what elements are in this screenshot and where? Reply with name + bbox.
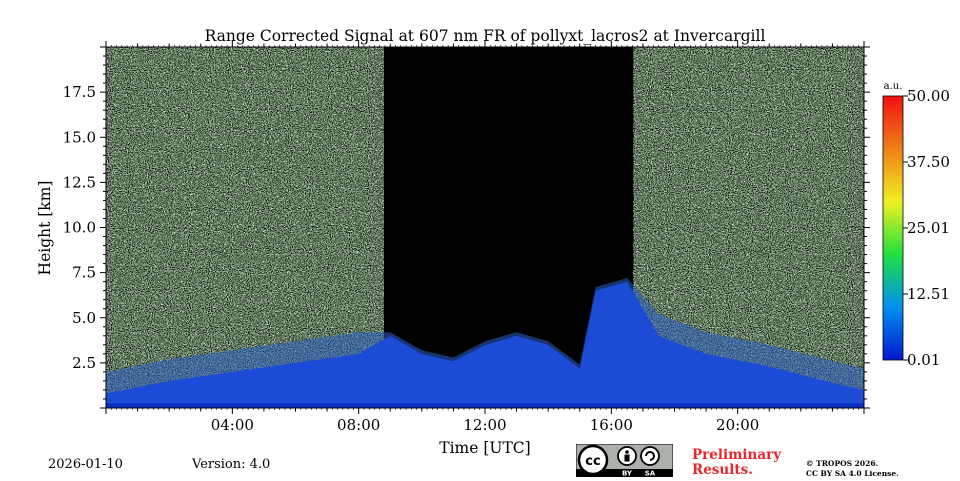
x-tick-label: 12:00 (463, 416, 506, 434)
sa-label: SA (645, 470, 656, 478)
chart-title: Range Corrected Signal at 607 nm FR of p… (205, 27, 766, 45)
colorbar-tick-label: 0.01 (907, 351, 940, 369)
footer-date: 2026-01-10 (48, 457, 123, 472)
by-person-head (625, 450, 629, 454)
colorbar-tick-label: 37.50 (907, 153, 950, 171)
x-tick-label: 04:00 (211, 416, 254, 434)
y-axis-label: Height [km] (36, 181, 54, 276)
colorbar-tick-label: 12.51 (907, 285, 950, 303)
y-tick-label: 10.0 (63, 219, 96, 237)
by-label: BY (622, 470, 633, 478)
colorbar-unit: a.u. (884, 81, 903, 92)
sa-arrow (645, 451, 655, 461)
plot-area (106, 47, 864, 408)
sa-share-icon (640, 446, 660, 466)
colorbar-tick-label: 50.00 (907, 87, 950, 105)
x-tick-label: 20:00 (716, 416, 759, 434)
heatmap-layers (106, 47, 864, 408)
y-tick-label: 15.0 (63, 128, 96, 146)
transition-band (106, 278, 864, 394)
y-tick-label: 12.5 (63, 173, 96, 191)
y-tick-label: 7.5 (72, 264, 96, 282)
copyright-note: © TROPOS 2026. CC BY SA 4.0 License. (806, 459, 899, 479)
colorbar: a.u. 0.01 12.51 25.01 37.50 50.00 (882, 81, 950, 369)
colorbar-tick-label: 25.01 (907, 219, 950, 237)
y-tick-label: 5.0 (72, 309, 96, 327)
x-axis: 04:00 08:00 12:00 16:00 20:00 (105, 41, 865, 434)
cc-by-sa-license-badge: cc BY SA (575, 443, 674, 478)
y-tick-label: 2.5 (72, 354, 96, 372)
y-tick-label: 17.5 (63, 83, 96, 101)
cc-icon (577, 444, 609, 476)
x-axis-label: Time [UTC] (439, 439, 530, 457)
footer-version: Version: 4.0 (192, 457, 271, 472)
x-tick-label: 16:00 (590, 416, 633, 434)
cc-icon-label: cc (585, 454, 600, 469)
copyright-line-1: © TROPOS 2026. (806, 459, 879, 468)
preliminary-line-1: Preliminary (692, 447, 782, 463)
badge-strip (576, 469, 673, 477)
preliminary-line-2: Results. (692, 462, 753, 478)
colorbar-scale (882, 95, 904, 361)
colorbar-ticks: 0.01 12.51 25.01 37.50 50.00 (903, 87, 950, 369)
by-person-body (624, 454, 630, 462)
y-axis: 2.5 5.0 7.5 10.0 12.5 15.0 17.5 (63, 46, 870, 409)
x-tick-label: 08:00 (337, 416, 380, 434)
near-ground-signal (106, 403, 864, 408)
preliminary-results-note: Preliminary Results. (692, 448, 781, 478)
copyright-line-2: CC BY SA 4.0 License. (806, 469, 899, 478)
